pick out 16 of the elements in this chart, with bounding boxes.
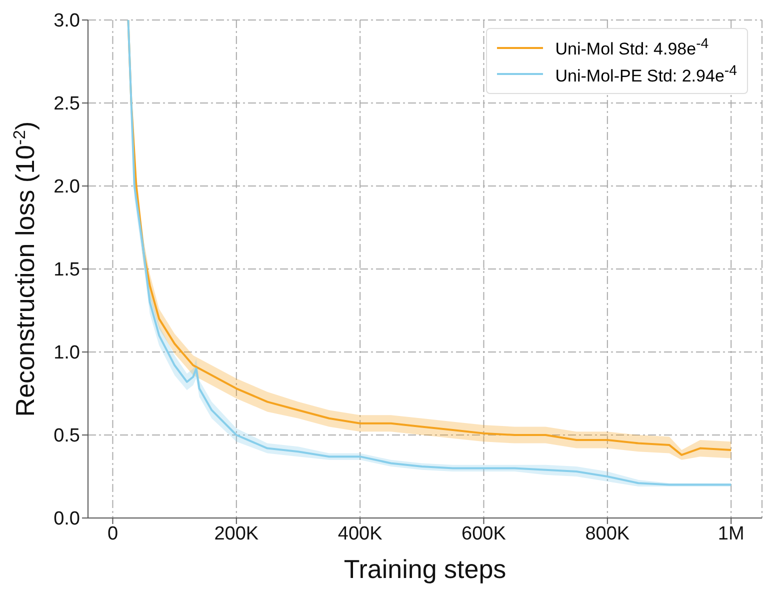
legend-label: Uni-Mol-PE Std: 2.94e$^{-4}$ — [555, 62, 737, 86]
x-tick-label: 0 — [107, 523, 118, 544]
y-tick-label: 1.0 — [54, 342, 80, 364]
x-tick-label: 400K — [338, 523, 383, 544]
x-tick-label: 800K — [585, 523, 630, 544]
y-tick-label: 3.0 — [54, 10, 80, 32]
y-tick-label: 0.0 — [54, 508, 80, 530]
x-axis-title: Training steps — [344, 554, 506, 584]
x-tick-label: 1M — [718, 523, 744, 544]
x-tick-label: 600K — [462, 523, 506, 544]
y-tick-label: 2.0 — [54, 176, 80, 198]
x-tick-label: 200K — [214, 523, 259, 544]
y-tick-label: 2.5 — [54, 94, 80, 115]
y-tick-label: 0.5 — [54, 426, 80, 447]
y-tick-label: 1.5 — [54, 260, 80, 281]
legend-label: Uni-Mol Std: 4.98e$^{-4}$ — [555, 36, 709, 59]
